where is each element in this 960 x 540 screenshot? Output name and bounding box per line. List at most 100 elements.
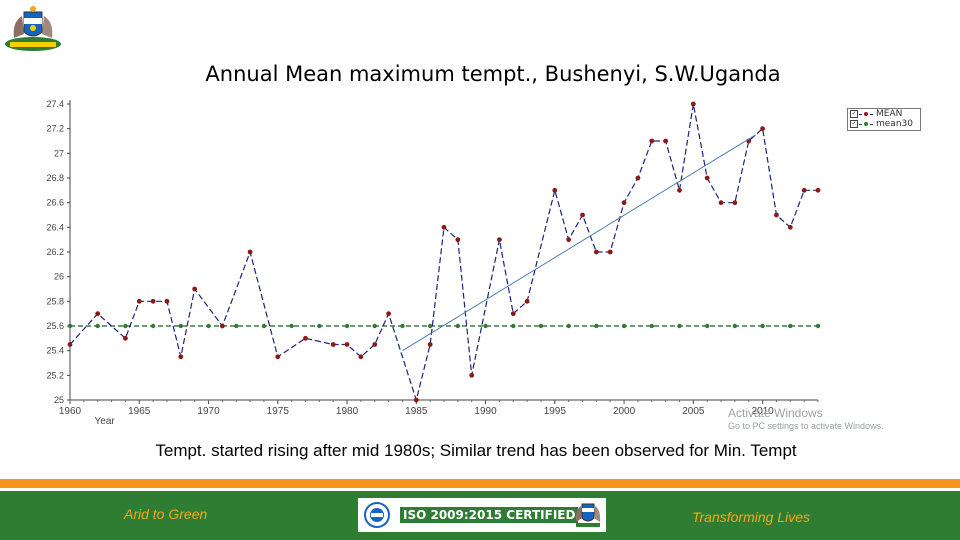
footer-slogan-left: Arid to Green [124,506,208,522]
activate-windows-subtext: Go to PC settings to activate Windows. [728,421,884,431]
data-point-mean [372,342,378,347]
data-point-mean [497,237,502,243]
legend-item-mean30: ✓ mean30 [848,119,920,129]
x-tick-label: 2005 [682,406,705,417]
data-point-mean30 [150,323,156,329]
data-point-mean [566,237,572,243]
data-point-mean [677,187,682,193]
data-point-mean [136,298,142,304]
data-point-mean30 [372,323,377,329]
data-point-mean [192,286,198,292]
iso-certified-label: ISO 2009:2015 CERTIFIED [400,507,579,523]
legend-item-mean: ✓ MEAN [848,109,920,119]
y-tick-label: 26.8 [46,173,64,183]
data-point-mean [774,212,779,218]
data-point-mean [330,342,336,347]
data-point-mean [441,224,447,230]
data-point-mean [635,175,641,181]
footer-slogan-right: Transforming Lives [692,509,811,525]
data-point-mean [815,187,821,193]
data-point-mean30 [317,323,322,329]
trend-line [402,134,756,352]
data-point-mean30 [123,323,128,329]
data-point-mean [593,249,599,255]
data-point-mean [552,187,558,193]
x-tick-label: 1965 [128,406,151,417]
data-point-mean [427,342,433,347]
y-tick-label: 26 [54,272,64,282]
page-title: Annual Mean maximum tempt., Bushenyi, S.… [205,62,781,86]
data-point-mean [663,138,669,144]
caption: Tempt. started rising after mid 1980s; S… [155,441,797,460]
data-point-mean30 [538,323,544,329]
x-tick-label: 1990 [474,406,497,417]
legend-label: MEAN [876,109,903,119]
y-tick-label: 25.2 [46,370,64,380]
x-tick-label: 1980 [336,406,359,417]
data-point-mean30 [95,323,100,329]
chart: 25 25.2 25.4 25.6 25.8 26 26.2 26.4 26.6 26.8 27 27… [0,96,960,436]
x-tick-label: 1975 [267,406,290,417]
x-axis-label: Year [95,416,116,427]
data-point-mean [621,200,627,206]
data-point-mean [150,298,156,304]
x-tick-label: 1970 [197,406,220,417]
data-point-mean30 [566,323,571,329]
coat-of-arms-icon [5,6,61,51]
legend-checkbox: ✓ [850,110,858,118]
data-point-mean [455,237,461,243]
data-point-mean30 [704,323,710,329]
activate-windows-watermark: Activate Windows [728,406,823,420]
data-point-mean [123,335,128,341]
y-tick-label: 26.4 [46,222,64,232]
legend-checkbox: ✓ [850,120,858,128]
data-point-mean30 [788,323,793,329]
data-point-mean30 [261,323,267,329]
data-point-mean [469,372,475,378]
x-tick-label: 1995 [544,406,567,417]
data-point-mean30 [206,323,211,329]
x-tick-label: 2000 [613,406,636,417]
data-point-mean [219,323,225,329]
data-point-mean30 [677,323,682,329]
data-point-mean [386,311,391,317]
legend-swatch-marker [864,122,868,126]
data-point-mean [247,249,253,255]
data-point-mean30 [594,323,599,329]
data-point-mean [344,342,350,347]
y-tick-label: 27.4 [46,99,64,109]
data-point-mean [95,311,101,317]
y-tick-label: 25.4 [46,346,64,356]
coat-of-arms-icon [575,503,601,527]
data-point-mean30 [178,323,184,329]
x-tick-label: 1985 [405,406,428,417]
data-point-mean30 [760,323,765,329]
data-point-mean [275,354,281,360]
data-point-mean [580,212,585,218]
chart-legend: ✓ MEAN ✓ mean30 [847,108,921,131]
data-point-mean30 [234,323,239,329]
chart-svg: 25 25.2 25.4 25.6 25.8 26 26.2 26.4 26.6 26.8 27 27… [46,99,821,427]
data-point-mean30 [427,323,433,329]
y-tick-label: 25.8 [46,296,64,306]
iso-seal-icon [364,502,390,528]
x-tick-label: 1960 [59,406,82,417]
data-point-mean30 [621,323,627,329]
y-tick-label: 25 [54,395,64,405]
data-point-mean30 [511,323,516,329]
data-point-mean [303,335,308,341]
data-point-mean [358,354,364,360]
data-point-mean30 [67,323,73,329]
data-point-mean [164,298,170,304]
data-point-mean30 [732,323,738,329]
data-point-mean [524,298,530,304]
data-point-mean30 [649,323,654,329]
data-point-mean30 [483,323,488,329]
y-tick-label: 26.6 [46,198,64,208]
data-point-mean [649,138,655,144]
x-tick-label: 2010 [751,406,774,417]
data-point-mean [760,126,765,132]
y-tick-label: 27.2 [46,124,64,134]
data-point-mean30 [455,323,461,329]
legend-label: mean30 [876,119,913,129]
